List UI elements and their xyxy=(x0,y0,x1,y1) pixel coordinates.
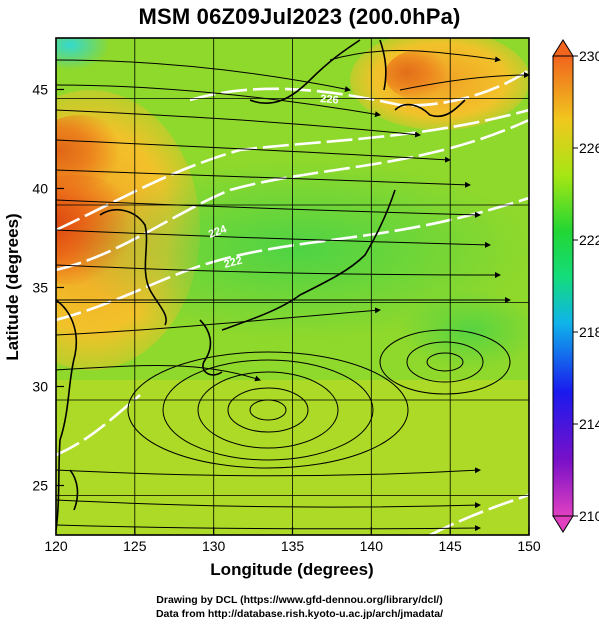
coastline-kyushu xyxy=(199,319,223,376)
vortex-east xyxy=(379,329,511,395)
colorbar-ticks: 230 226 222 218 214 210 xyxy=(573,48,599,524)
x-tick-label: 150 xyxy=(517,538,541,554)
coastline-hokkaido xyxy=(394,99,466,118)
x-tick-label: 135 xyxy=(281,538,305,554)
contour-lines xyxy=(56,68,529,535)
cool-region-east xyxy=(400,290,529,370)
colorbar-tick-label: 226 xyxy=(579,140,599,156)
cool-region-corner xyxy=(56,38,110,70)
x-tick-label: 125 xyxy=(123,538,147,554)
colorbar-tick-label: 230 xyxy=(579,48,599,64)
y-tick-label: 45 xyxy=(32,81,48,97)
colorbar-scale xyxy=(552,55,574,517)
vortex-south xyxy=(127,351,409,469)
coastline-taiwan xyxy=(69,469,79,511)
colorbar-tick-label: 218 xyxy=(579,324,599,340)
colorbar-tick-label: 210 xyxy=(579,508,599,524)
x-tick-label: 145 xyxy=(438,538,462,554)
coastline-sakhalin xyxy=(379,39,387,91)
credit-drawing: Drawing by DCL (https://www.gfd-dennou.o… xyxy=(156,594,443,606)
y-axis-title: Latitude (degrees) xyxy=(3,213,22,360)
colorbar-tick-label: 222 xyxy=(579,232,599,248)
x-tick-label: 120 xyxy=(44,538,68,554)
map-plot-area xyxy=(56,38,529,535)
map-title: MSM 06Z09Jul2023 (200.0hPa) xyxy=(138,4,461,29)
hot-region-northeast xyxy=(385,50,455,100)
credit-data: Data from http://database.rish.kyoto-u.a… xyxy=(155,608,444,620)
colorbar-max-arrow xyxy=(552,39,574,57)
coastline-korea xyxy=(99,209,167,326)
wind-streamlines xyxy=(56,50,529,532)
y-tick-label: 30 xyxy=(32,378,48,394)
y-axis-ticks: 25 30 35 40 45 xyxy=(32,81,64,493)
colorbar: 230 226 222 218 214 210 xyxy=(552,39,599,533)
contour-label-3: 226 xyxy=(320,93,339,107)
contour-label-1: 222 xyxy=(223,255,244,271)
y-tick-label: 35 xyxy=(32,279,48,295)
x-tick-label: 140 xyxy=(360,538,384,554)
x-axis-title: Longitude (degrees) xyxy=(210,560,373,579)
colorbar-min-arrow xyxy=(552,515,574,533)
coastline-siberia xyxy=(249,39,361,105)
y-tick-label: 40 xyxy=(32,180,48,196)
x-tick-label: 130 xyxy=(202,538,226,554)
colorbar-tick-label: 214 xyxy=(579,416,599,432)
y-tick-label: 25 xyxy=(32,477,48,493)
x-axis-ticks: 120 125 130 135 140 145 150 xyxy=(44,527,541,554)
coastline-honshu xyxy=(221,189,396,331)
graticule xyxy=(56,38,529,535)
hot-region-north xyxy=(56,115,130,195)
